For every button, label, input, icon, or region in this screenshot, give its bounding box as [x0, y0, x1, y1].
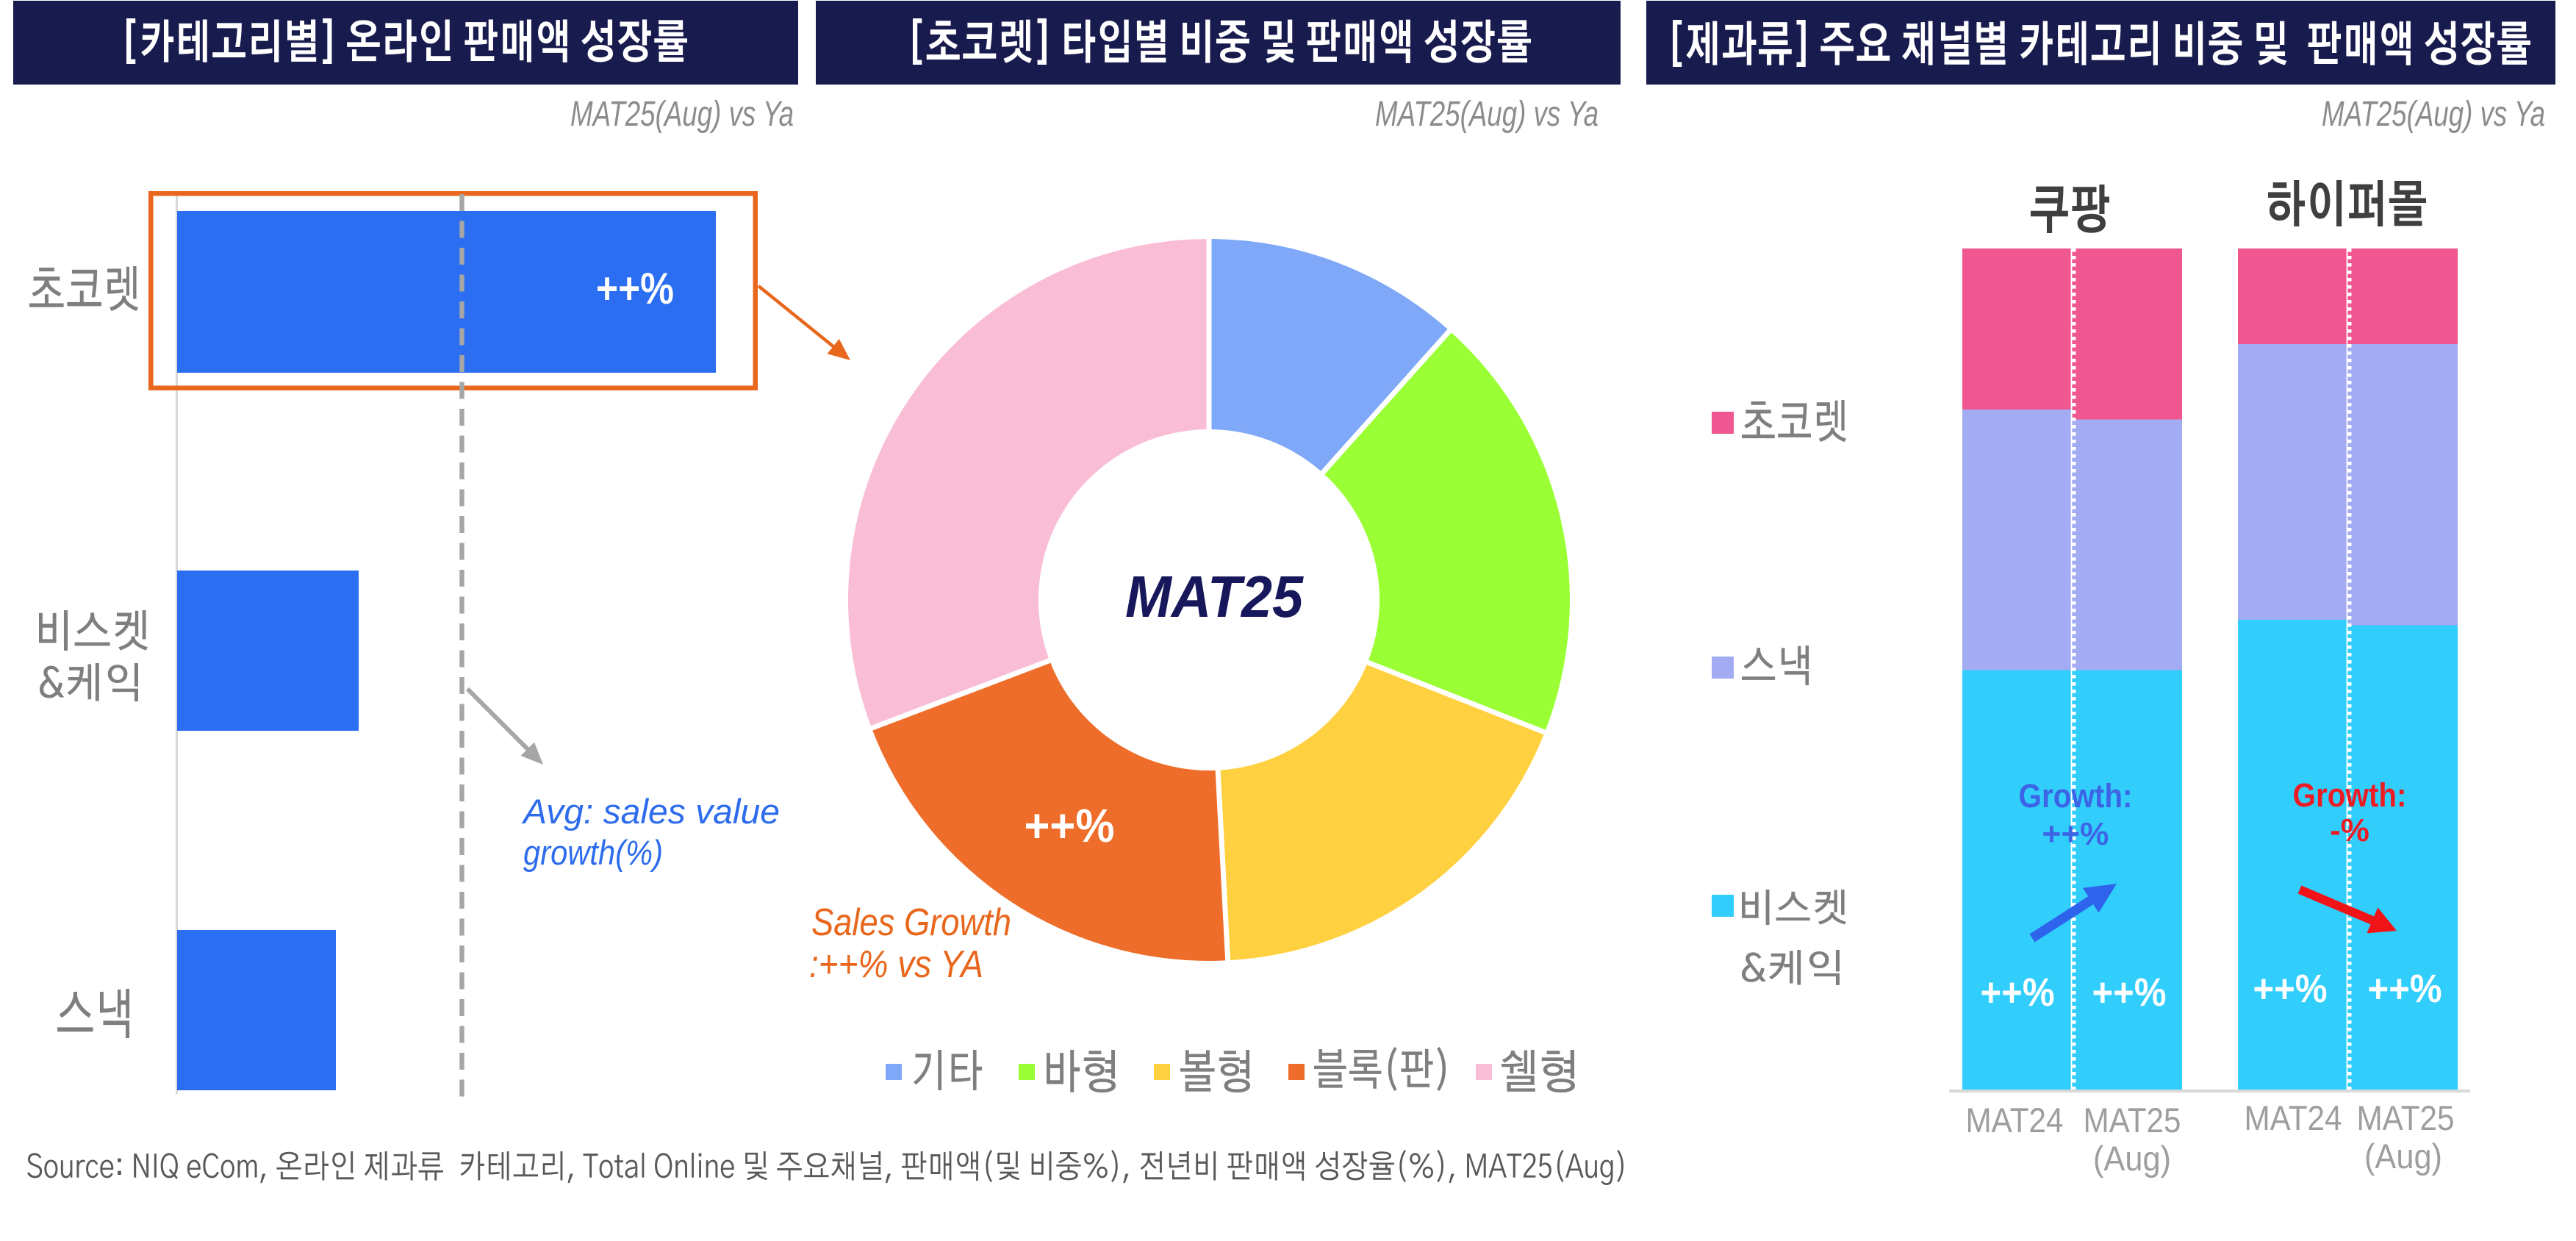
svg-text:++%: ++%: [2368, 967, 2442, 1011]
svg-text:++%: ++%: [1025, 799, 1115, 852]
svg-text:++%: ++%: [2092, 970, 2167, 1015]
svg-text:MAT24: MAT24: [1966, 1101, 2064, 1140]
svg-text:Growth:: Growth:: [2019, 777, 2133, 815]
svg-text:++%: ++%: [2253, 967, 2328, 1011]
svg-text:++%: ++%: [2042, 816, 2109, 852]
svg-text:(Aug): (Aug): [2093, 1139, 2171, 1178]
svg-text:(Aug): (Aug): [2364, 1137, 2442, 1176]
svg-text:growth(%): growth(%): [523, 833, 663, 872]
svg-text:MAT25(Aug) vs Ya: MAT25(Aug) vs Ya: [2322, 95, 2545, 134]
svg-text:Growth:: Growth:: [2293, 776, 2407, 814]
svg-text:MAT25(Aug) vs Ya: MAT25(Aug) vs Ya: [1375, 95, 1599, 134]
svg-text:Avg: sales value: Avg: sales value: [521, 792, 780, 831]
svg-text:++%: ++%: [1981, 970, 2055, 1015]
svg-text:++%: ++%: [596, 264, 674, 313]
svg-text:MAT25(Aug) vs Ya: MAT25(Aug) vs Ya: [570, 95, 794, 134]
svg-text:-%: -%: [2330, 812, 2369, 848]
svg-text:MAT24: MAT24: [2245, 1098, 2342, 1137]
svg-text:Sales Growth: Sales Growth: [811, 901, 1011, 944]
svg-text:MAT25: MAT25: [2357, 1098, 2455, 1137]
svg-text:MAT25: MAT25: [1125, 564, 1304, 629]
svg-text:MAT25: MAT25: [2084, 1101, 2181, 1140]
svg-text::++% vs YA: :++% vs YA: [809, 943, 983, 986]
